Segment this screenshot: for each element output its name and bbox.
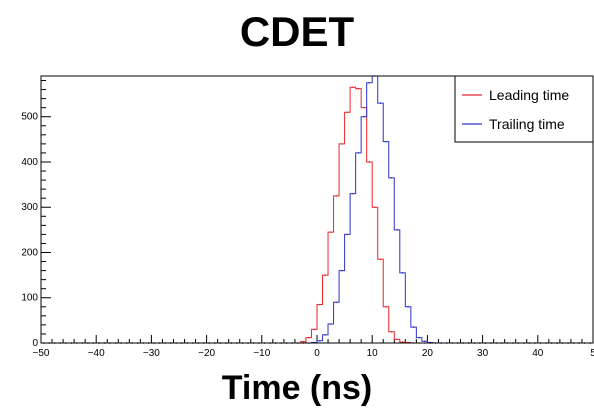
histogram-bin bbox=[396, 229, 398, 231]
histogram-bin bbox=[401, 272, 404, 274]
histogram-bin bbox=[407, 306, 409, 308]
histogram-bin bbox=[418, 336, 420, 339]
histogram-bin bbox=[368, 81, 371, 84]
y-tick-label: 100 bbox=[21, 293, 38, 304]
histogram-bin bbox=[379, 102, 382, 104]
y-axis-ticks: 0 100 200 300 400 500 bbox=[21, 80, 51, 349]
histogram-bin bbox=[401, 341, 404, 343]
histogram-bin bbox=[335, 301, 338, 304]
histogram-bin bbox=[313, 328, 316, 331]
histogram-bin bbox=[346, 111, 349, 113]
chart-title: CDET bbox=[239, 8, 355, 55]
y-tick-label: 0 bbox=[32, 338, 38, 349]
y-tick-label: 500 bbox=[21, 112, 38, 123]
x-axis-ticks: −50 −40 −30 −20 −10 0 10 20 30 40 5 bbox=[33, 335, 594, 359]
histogram-bin bbox=[390, 330, 393, 333]
legend-label: Leading time bbox=[489, 87, 569, 103]
x-tick-label: −30 bbox=[143, 348, 160, 359]
histogram-bin bbox=[357, 87, 360, 90]
legend-box bbox=[454, 75, 594, 143]
histogram-bin bbox=[385, 140, 387, 143]
histogram-bin bbox=[363, 106, 365, 109]
x-tick-label: −20 bbox=[198, 348, 215, 359]
histogram-bin bbox=[307, 336, 310, 339]
histogram-bin bbox=[330, 231, 332, 233]
x-tick-label: 30 bbox=[477, 348, 489, 359]
histogram-bin bbox=[318, 303, 321, 306]
x-tick-label: 0 bbox=[314, 348, 320, 359]
histogram-bin bbox=[379, 258, 382, 261]
histogram-bin bbox=[346, 233, 349, 236]
histogram-bin bbox=[341, 269, 343, 272]
legend-label: Trailing time bbox=[489, 116, 565, 132]
x-tick-label: −50 bbox=[33, 348, 50, 359]
y-tick-label: 200 bbox=[21, 247, 38, 258]
histogram-bin bbox=[318, 339, 321, 342]
histogram-bin bbox=[341, 143, 343, 145]
histogram-bin bbox=[423, 340, 426, 342]
x-tick-label: 40 bbox=[532, 348, 544, 359]
histogram-bin bbox=[385, 306, 387, 308]
y-tick-label: 400 bbox=[21, 157, 38, 168]
histogram-bin bbox=[412, 326, 415, 328]
legend: Leading time Trailing time bbox=[454, 75, 594, 143]
histogram-bin bbox=[357, 152, 360, 154]
histogram-bin bbox=[390, 177, 393, 179]
histogram-bin bbox=[368, 161, 371, 163]
histogram-bin bbox=[324, 274, 327, 276]
x-tick-label: 10 bbox=[367, 348, 379, 359]
histogram-bin bbox=[324, 334, 327, 336]
x-tick-label: 20 bbox=[422, 348, 434, 359]
histogram-bin bbox=[396, 338, 398, 341]
histogram-bin bbox=[302, 340, 305, 343]
histogram-bin bbox=[330, 323, 332, 325]
plot-frame bbox=[40, 75, 594, 344]
histogram-bin bbox=[335, 195, 338, 197]
histogram-bin bbox=[363, 115, 365, 118]
histogram-bin bbox=[352, 86, 354, 89]
x-tick-label: 5 bbox=[590, 348, 594, 359]
y-tick-label: 300 bbox=[21, 202, 38, 213]
histogram-bin bbox=[374, 206, 376, 209]
x-tick-label: −10 bbox=[253, 348, 270, 359]
histogram-bin bbox=[352, 192, 354, 195]
x-axis-label: Time (ns) bbox=[221, 369, 373, 407]
x-tick-label: −40 bbox=[88, 348, 105, 359]
